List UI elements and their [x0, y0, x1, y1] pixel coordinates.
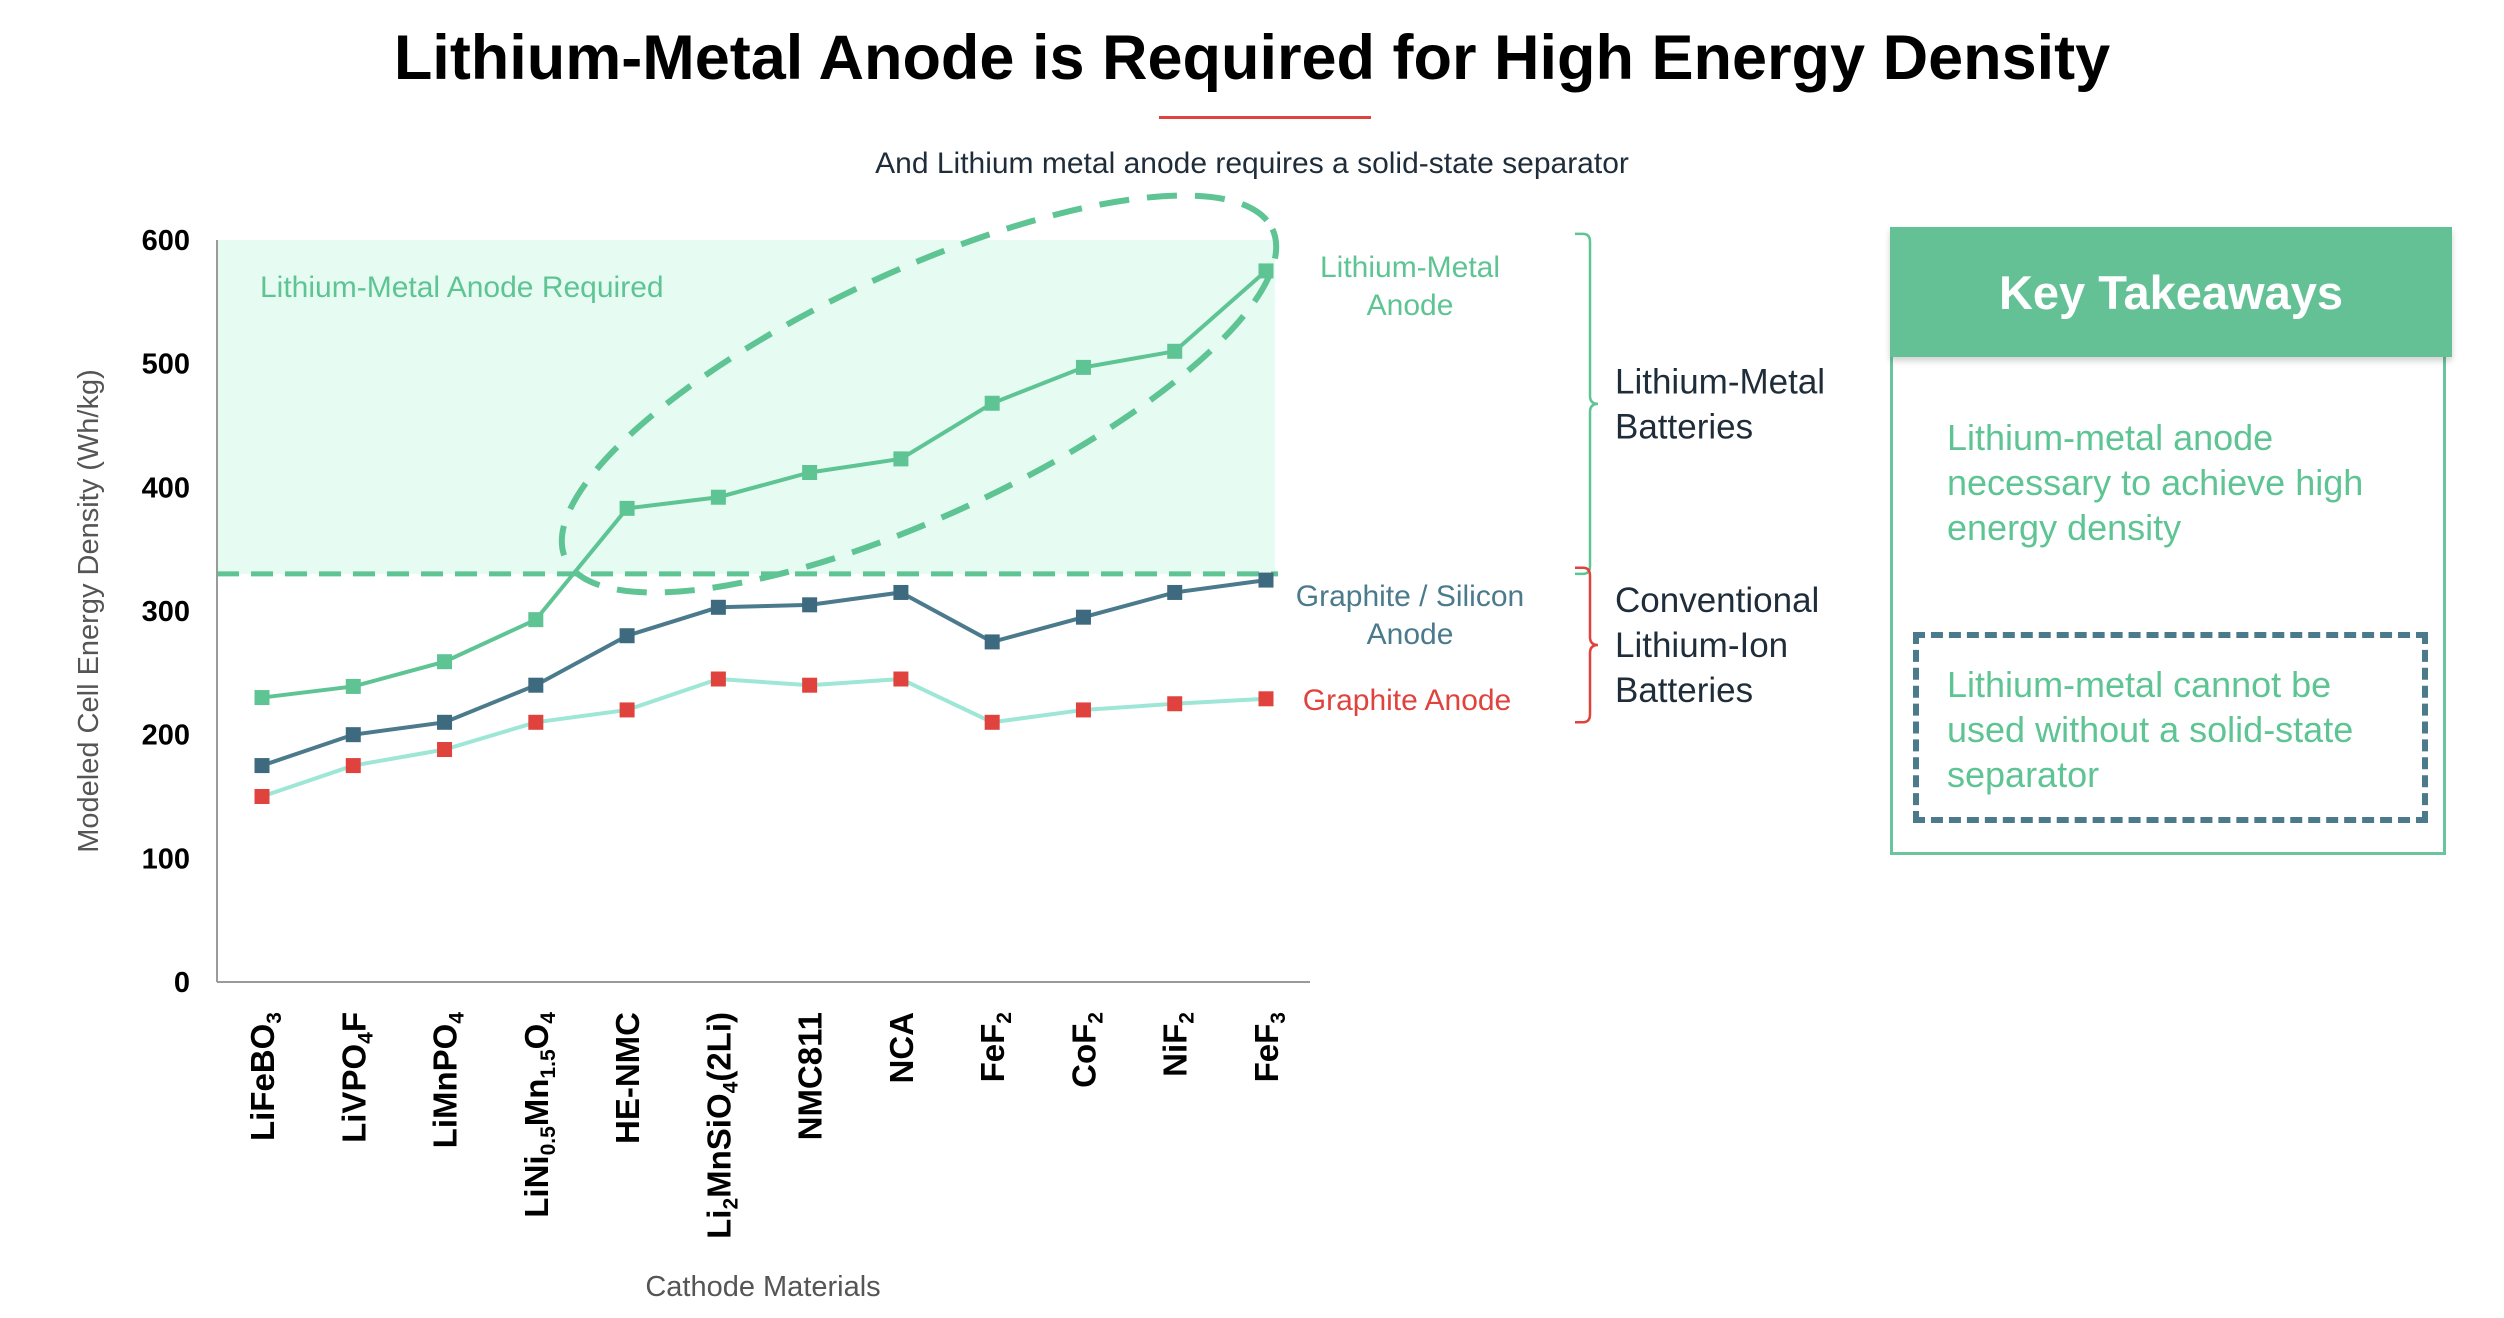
title-underline — [1159, 116, 1371, 119]
group-label: Lithium-Ion — [1615, 626, 1788, 665]
required-region — [217, 240, 1275, 574]
graphite-anode-marker — [1258, 691, 1274, 707]
takeaway-dashed-box — [1913, 632, 2428, 823]
graphite-anode-marker — [345, 758, 361, 774]
graphite-silicon-anode-marker — [1167, 584, 1183, 600]
graphite-anode-marker — [254, 789, 270, 804]
x-tick-label: NCA — [883, 1012, 920, 1084]
group-label: Batteries — [1615, 671, 1753, 710]
group-label: Lithium-Metal — [1615, 362, 1825, 401]
y-tick-label: 600 — [142, 225, 190, 257]
graphite-silicon-anode-marker — [528, 677, 544, 693]
graphite-silicon-anode-label: Graphite / Silicon — [1296, 580, 1524, 613]
graphite-anode-marker — [1167, 696, 1183, 712]
lithium-metal-anode-marker — [1075, 359, 1091, 375]
key-takeaways-header: Key Takeaways — [1890, 227, 2452, 357]
page-title: Lithium-Metal Anode is Required for High… — [393, 23, 2111, 93]
graphite-silicon-anode-marker — [1075, 609, 1091, 625]
energy-density-chart: Lithium-Metal Anode Required 0 100 200 300 40… — [73, 192, 1825, 1303]
lithium-metal-anode-marker — [254, 690, 270, 706]
lithium-metal-anode-label: Anode — [1367, 289, 1454, 322]
lithium-metal-anode-marker — [345, 678, 361, 694]
page-subtitle: And Lithium metal anode requires a solid… — [875, 147, 1629, 180]
graphite-anode-line — [261, 676, 1267, 799]
x-tick-label: CoF2 — [1065, 1012, 1107, 1088]
lithium-metal-anode-marker — [1167, 343, 1183, 359]
y-tick-label: 300 — [142, 596, 190, 628]
graphite-anode-marker — [1075, 702, 1091, 718]
graphite-silicon-anode-marker — [254, 758, 270, 774]
graphite-anode-marker — [802, 677, 818, 693]
graphite-anode-marker — [984, 714, 1000, 730]
group-label: Conventional — [1615, 581, 1819, 620]
x-tick-label: NiF2 — [1157, 1012, 1199, 1077]
graphite-anode-marker — [710, 671, 726, 687]
x-tick-label: FeF3 — [1248, 1012, 1290, 1082]
y-tick-label: 100 — [142, 843, 190, 875]
graphite-anode-label: Graphite Anode — [1303, 684, 1512, 717]
graphite-silicon-anode-marker — [1258, 572, 1274, 588]
x-tick-label: LiNi0.5Mn1.5O4 — [518, 1012, 560, 1218]
takeaway-item-2: Lithium-metal cannot be used without a s… — [1947, 664, 2354, 795]
graphite-anode-marker — [437, 742, 453, 758]
group-brace — [1575, 232, 1599, 576]
x-axis-title: Cathode Materials — [645, 1271, 880, 1303]
graphite-silicon-anode-marker — [802, 597, 818, 613]
lithium-metal-anode-marker — [710, 489, 726, 505]
graphite-silicon-anode-marker — [619, 628, 635, 644]
graphite-silicon-anode-marker — [437, 714, 453, 730]
x-tick-label: HE-NMC — [609, 1012, 646, 1144]
graphite-silicon-anode-marker — [345, 727, 361, 743]
takeaway-item-1: Lithium-metal anode necessary to achieve… — [1947, 417, 2364, 548]
y-tick-label: 0 — [174, 967, 190, 999]
region-label: Lithium-Metal Anode Required — [260, 271, 664, 304]
x-tick-label: LiMnPO4 — [427, 1012, 469, 1149]
graphite-anode-marker — [528, 714, 544, 730]
group-label: Batteries — [1615, 407, 1753, 446]
y-tick-label: 500 — [142, 349, 190, 381]
x-tick-label: LiFeBO3 — [244, 1012, 286, 1141]
group-brace — [1575, 566, 1599, 724]
x-tick-label: FeF2 — [974, 1012, 1016, 1082]
lithium-metal-anode-label: Lithium-Metal — [1320, 251, 1500, 284]
highlight-ellipse — [558, 192, 1280, 596]
graphite-silicon-anode-line — [261, 578, 1267, 768]
graphite-silicon-anode-marker — [893, 584, 909, 600]
x-tick-label: Li2MnSiO4(2Li) — [700, 1012, 742, 1239]
lithium-metal-anode-marker — [1258, 263, 1274, 279]
graphite-silicon-anode-label: Anode — [1367, 618, 1454, 651]
x-tick-label: NMC811 — [792, 1012, 829, 1140]
lithium-metal-anode-line — [261, 269, 1268, 700]
lithium-metal-anode-marker — [984, 395, 1000, 411]
graphite-silicon-anode-marker — [710, 599, 726, 615]
lithium-metal-anode-marker — [437, 654, 453, 670]
lithium-metal-anode-marker — [893, 451, 909, 467]
lithium-metal-anode-marker — [802, 464, 818, 480]
y-tick-label: 400 — [142, 472, 190, 504]
lithium-metal-anode-marker — [528, 612, 544, 628]
y-tick-label: 200 — [142, 720, 190, 752]
graphite-anode-marker — [893, 671, 909, 687]
graphite-anode-marker — [619, 702, 635, 718]
graphite-silicon-anode-marker — [984, 634, 1000, 650]
lithium-metal-anode-marker — [619, 500, 635, 516]
x-tick-label: LiVPO4F — [335, 1012, 377, 1143]
y-axis-title: Modeled Cell Energy Density (Wh/kg) — [73, 369, 105, 853]
